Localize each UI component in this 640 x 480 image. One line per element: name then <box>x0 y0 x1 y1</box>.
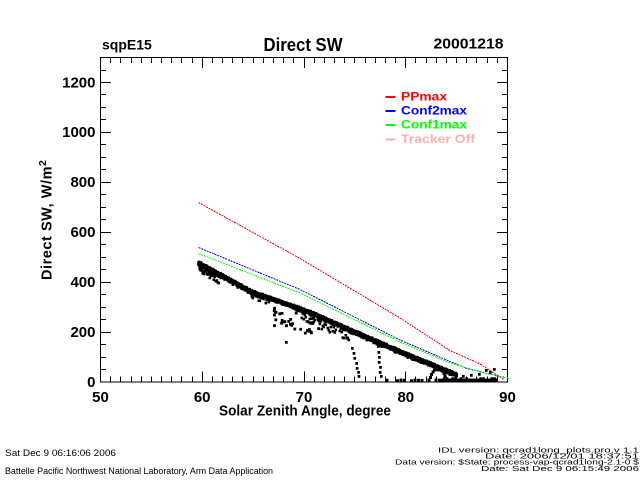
svg-text:Battelle Pacific Northwest Nat: Battelle Pacific Northwest National Labo… <box>5 466 273 476</box>
svg-text:50: 50 <box>92 389 109 406</box>
svg-text:20001218: 20001218 <box>434 36 504 53</box>
svg-text:800: 800 <box>70 174 95 191</box>
svg-text:90: 90 <box>499 389 516 406</box>
svg-text:PPmax: PPmax <box>401 92 448 104</box>
svg-text:80: 80 <box>397 389 414 406</box>
svg-text:70: 70 <box>296 389 313 406</box>
svg-text:Direct SW, W/m2: Direct SW, W/m2 <box>37 160 56 280</box>
svg-text:1200: 1200 <box>62 74 95 91</box>
svg-text:Tracker Off: Tracker Off <box>401 134 475 146</box>
svg-text:Sat Dec 9 06:16:06 2006: Sat Dec 9 06:16:06 2006 <box>5 448 116 458</box>
svg-text:Date: 2006/12/01 18:37:51: Date: 2006/12/01 18:37:51 <box>485 451 639 460</box>
svg-text:0: 0 <box>87 374 95 391</box>
svg-text:Data version: $State: process-: Data version: $State: process-vap-qcrad1… <box>395 458 640 467</box>
svg-text:Solar Zenith Angle, degree: Solar Zenith Angle, degree <box>219 404 391 420</box>
svg-text:60: 60 <box>194 389 211 406</box>
svg-text:IDL version: qcrad1long_plots.: IDL version: qcrad1long_plots.pro,v 1.1 <box>438 445 639 454</box>
svg-text:200: 200 <box>70 324 95 341</box>
svg-text:Direct SW: Direct SW <box>264 35 343 55</box>
svg-text:sqpE15: sqpE15 <box>102 37 152 53</box>
svg-text:Date: Sat Dec 9 06:15:49 2006: Date: Sat Dec 9 06:15:49 2006 <box>481 464 639 473</box>
svg-text:600: 600 <box>70 224 95 241</box>
svg-text:1000: 1000 <box>62 124 95 141</box>
svg-text:Conf1max: Conf1max <box>401 120 468 132</box>
svg-text:Conf2max: Conf2max <box>401 106 468 118</box>
svg-text:400: 400 <box>70 274 95 291</box>
